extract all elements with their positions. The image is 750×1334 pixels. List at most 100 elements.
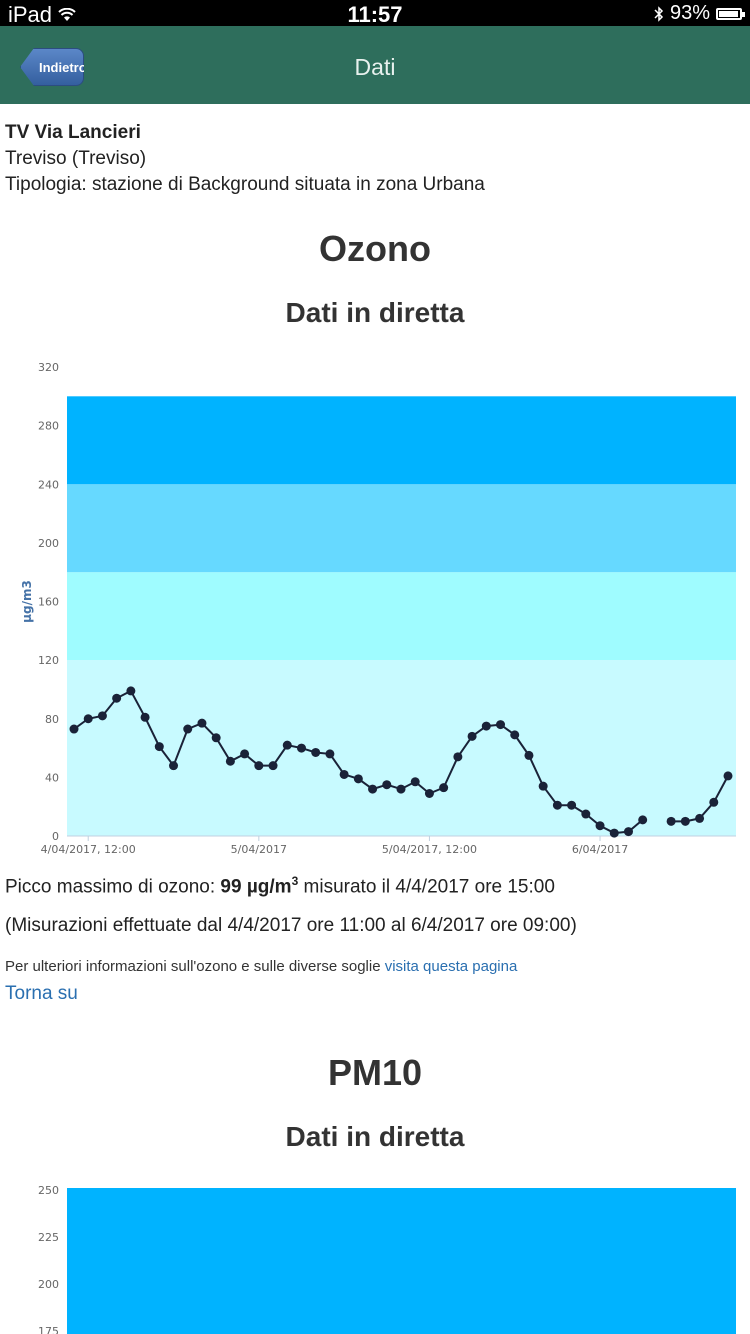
device-name: iPad — [8, 2, 53, 27]
ozone-data-point — [410, 777, 420, 787]
ozone-subheading: Dati in diretta — [285, 297, 465, 328]
pm10-heading: PM10 — [327, 1052, 423, 1093]
ozone-data-point — [623, 827, 633, 837]
more-info-text: Per ulteriori informazioni sull'ozono e … — [5, 958, 385, 975]
ozone-data-point — [382, 780, 392, 790]
battery-icon — [716, 7, 745, 20]
ozone-data-point — [197, 718, 207, 728]
x-tick-label: 5/04/2017 — [231, 843, 287, 856]
page-title: Dati — [354, 54, 396, 80]
status-bar: iPad 11:57 93% — [0, 0, 750, 28]
ozone-data-point — [695, 813, 705, 823]
y-tick-label: 280 — [38, 420, 59, 433]
ozone-data-point — [481, 721, 491, 731]
threshold-band-1 — [67, 572, 736, 661]
ozone-data-point — [211, 733, 221, 743]
y-tick-label: 240 — [38, 478, 59, 491]
station-type: Tipologia: stazione di Background situat… — [5, 174, 485, 195]
ozone-data-point — [581, 809, 591, 819]
ozone-data-point — [538, 781, 548, 791]
wifi-icon — [58, 8, 76, 21]
ozone-data-point — [524, 750, 534, 760]
ozone-data-point — [240, 749, 250, 759]
ozone-more-info: Per ulteriori informazioni sull'ozono e … — [5, 958, 517, 975]
peak-value: 99 µg/m — [220, 876, 292, 898]
y-tick-label: 80 — [45, 713, 59, 726]
pm10-y-tick-label: 175 — [38, 1325, 59, 1334]
ozone-data-point — [97, 711, 107, 721]
ozone-data-point — [467, 731, 477, 741]
ozone-data-point — [439, 783, 449, 793]
ozone-data-point — [268, 761, 278, 771]
ozone-chart: 0 40 80 120 160 200 240 280 320 4/04/2017, 12:00 5… — [20, 361, 736, 856]
ozone-data-point — [126, 686, 136, 696]
ozone-data-point — [723, 771, 733, 781]
peak-unit-exponent: 3 — [291, 874, 299, 888]
ozone-data-point — [254, 761, 264, 771]
station-city: Treviso (Treviso) — [5, 148, 147, 169]
ozone-data-point — [680, 816, 690, 826]
x-tick-label: 4/04/2017, 12:00 — [41, 843, 136, 856]
peak-prefix: Picco massimo di ozono: — [5, 876, 221, 898]
ozone-data-point — [567, 800, 577, 810]
ozone-peak-text: Picco massimo di ozono: 99 µg/m3 misurat… — [5, 874, 555, 898]
y-tick-label: 0 — [52, 830, 59, 843]
bluetooth-icon — [654, 5, 664, 22]
station-info: TV Via Lancieri Treviso (Treviso) Tipolo… — [5, 120, 485, 198]
ozone-data-point — [609, 828, 619, 838]
ozone-data-point — [353, 774, 363, 784]
battery-percent: 93% — [669, 2, 710, 24]
ozone-data-point — [69, 724, 79, 734]
ozone-data-point — [368, 784, 378, 794]
ozone-heading: Ozono — [319, 228, 431, 269]
x-tick-label: 6/04/2017 — [572, 843, 628, 856]
navigation-bar: Indietro Dati — [0, 26, 750, 104]
pm10-threshold-band-0 — [67, 1188, 736, 1334]
ozone-data-point — [666, 816, 676, 826]
status-time: 11:57 — [347, 2, 403, 27]
pm10-y-tick-label: 200 — [38, 1278, 59, 1291]
ozone-data-point — [311, 747, 321, 757]
ozone-data-point — [169, 761, 179, 771]
ozone-data-point — [183, 724, 193, 734]
ozone-data-point — [510, 730, 520, 740]
y-tick-label: 200 — [38, 537, 59, 550]
y-tick-label: 120 — [38, 654, 59, 667]
status-left: iPad — [8, 2, 76, 28]
ozone-data-point — [453, 752, 463, 762]
status-right: 93% — [654, 2, 745, 25]
ozone-data-point — [112, 693, 122, 703]
pm10-y-tick-label: 250 — [38, 1184, 59, 1197]
pm10-chart: 175 200 225 250 — [38, 1184, 736, 1334]
threshold-band-0 — [67, 660, 736, 836]
ozone-range-text: (Misurazioni effettuate dal 4/4/2017 ore… — [5, 915, 577, 936]
back-button[interactable]: Indietro — [20, 48, 84, 86]
y-tick-label: 40 — [45, 771, 59, 784]
ozone-data-point — [396, 784, 406, 794]
ozone-data-point — [83, 714, 93, 724]
ozone-data-point — [154, 742, 164, 752]
peak-suffix: misurato il 4/4/2017 ore 15:00 — [298, 876, 555, 898]
y-tick-label: 160 — [38, 596, 59, 609]
ozone-data-point — [325, 749, 335, 759]
ozone-data-point — [709, 797, 719, 807]
back-button-label: Indietro — [39, 59, 87, 75]
ozone-data-point — [638, 815, 648, 825]
pm10-y-tick-label: 225 — [38, 1231, 59, 1244]
ozone-data-point — [552, 800, 562, 810]
more-info-link[interactable]: visita questa pagina — [384, 958, 518, 975]
ozone-data-point — [296, 743, 306, 753]
threshold-band-3 — [67, 396, 736, 485]
station-name: TV Via Lancieri — [5, 122, 141, 143]
back-to-top-link[interactable]: Torna su — [5, 983, 78, 1004]
threshold-band-2 — [67, 484, 736, 573]
ozone-data-point — [424, 788, 434, 798]
ozone-data-point — [225, 756, 235, 766]
ozone-data-point — [496, 720, 506, 730]
ozone-data-point — [339, 769, 349, 779]
ozone-data-point — [595, 821, 605, 831]
y-axis-label: µg/m3 — [20, 580, 34, 623]
ozone-data-point — [140, 712, 150, 722]
x-tick-label: 5/04/2017, 12:00 — [382, 843, 477, 856]
ozone-data-point — [282, 740, 292, 750]
